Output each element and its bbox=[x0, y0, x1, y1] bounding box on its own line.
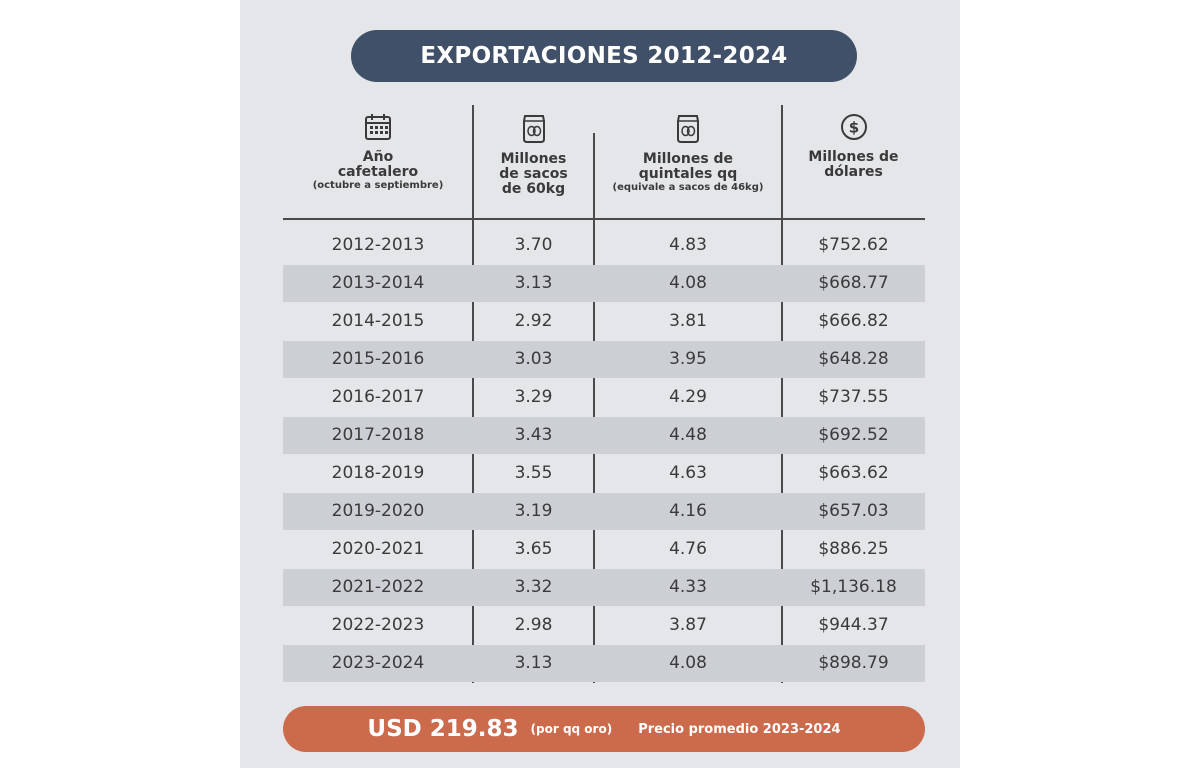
table-cell-sacks: 3.70 bbox=[514, 235, 553, 255]
table-row: 2016-2017 3.29 4.29 $737.55 bbox=[283, 379, 925, 416]
average-price-label: Precio promedio 2023-2024 bbox=[638, 721, 841, 737]
table-cell-year: 2015-2016 bbox=[331, 349, 425, 369]
table-cell-sacks: 3.65 bbox=[514, 539, 553, 559]
table-cell-sacks: 2.98 bbox=[514, 615, 553, 635]
table-row: 2017-2018 3.43 4.48 $692.52 bbox=[283, 417, 925, 454]
header-sacks: Millones de sacos de 60kg bbox=[473, 112, 594, 197]
table-row: 2013-2014 3.13 4.08 $668.77 bbox=[283, 265, 925, 302]
header-dollars-line2: dólares bbox=[824, 164, 883, 180]
column-divider-2 bbox=[593, 133, 595, 683]
svg-text:$: $ bbox=[848, 119, 858, 137]
header-year-note: (octubre a septiembre) bbox=[312, 180, 444, 191]
table-cell-quintales: 4.08 bbox=[669, 653, 707, 673]
table-cell-sacks: 3.32 bbox=[514, 577, 553, 597]
table-cell-sacks: 3.13 bbox=[514, 273, 553, 293]
table-cell-sacks: 3.19 bbox=[514, 501, 553, 521]
header-sacks-line3: de 60kg bbox=[501, 181, 566, 197]
table-row: 2020-2021 3.65 4.76 $886.25 bbox=[283, 531, 925, 568]
table-row: 2018-2019 3.55 4.63 $663.62 bbox=[283, 455, 925, 492]
table-cell-dollars: $737.55 bbox=[818, 387, 889, 407]
table-cell-quintales: 4.16 bbox=[669, 501, 707, 521]
column-divider-1 bbox=[472, 105, 474, 683]
table-cell-dollars: $666.82 bbox=[818, 311, 889, 331]
table-cell-sacks: 2.92 bbox=[514, 311, 553, 331]
header-year-line1: Año bbox=[362, 149, 394, 165]
table-cell-sacks: 3.03 bbox=[514, 349, 553, 369]
table-cell-dollars: $944.37 bbox=[818, 615, 889, 635]
table-row: 2023-2024 3.13 4.08 $898.79 bbox=[283, 645, 925, 682]
table-row: 2014-2015 2.92 3.81 $666.82 bbox=[283, 303, 925, 340]
table-cell-quintales: 4.48 bbox=[669, 425, 707, 445]
table-cell-dollars: $752.62 bbox=[818, 235, 889, 255]
table-cell-quintales: 4.08 bbox=[669, 273, 707, 293]
table-cell-dollars: $692.52 bbox=[818, 425, 889, 445]
table-cell-quintales: 4.29 bbox=[669, 387, 707, 407]
calendar-icon bbox=[365, 114, 391, 140]
dollar-icon: $ bbox=[840, 114, 867, 140]
table-cell-year: 2014-2015 bbox=[331, 311, 425, 331]
table-cell-year: 2012-2013 bbox=[331, 235, 425, 255]
table-cell-quintales: 3.87 bbox=[669, 615, 707, 635]
average-price-value: USD 219.83 bbox=[367, 716, 519, 742]
table-cell-dollars: $657.03 bbox=[818, 501, 889, 521]
table-cell-quintales: 3.81 bbox=[669, 311, 707, 331]
table-cell-year: 2022-2023 bbox=[331, 615, 425, 635]
table-row: 2021-2022 3.32 4.33 $1,136.18 bbox=[283, 569, 925, 606]
table-cell-year: 2020-2021 bbox=[331, 539, 425, 559]
average-price-unit: (por qq oro) bbox=[530, 722, 613, 736]
table-cell-year: 2021-2022 bbox=[331, 577, 425, 597]
header-divider bbox=[283, 218, 925, 220]
table-cell-dollars: $648.28 bbox=[818, 349, 889, 369]
table-cell-year: 2023-2024 bbox=[331, 653, 425, 673]
header-quintales-line1: Millones de bbox=[642, 151, 734, 167]
header-sacks-line1: Millones bbox=[500, 151, 567, 167]
table-cell-quintales: 3.95 bbox=[669, 349, 707, 369]
table-row: 2012-2013 3.70 4.83 $752.62 bbox=[283, 227, 925, 264]
header-dollars: $ Millones de dólares bbox=[782, 112, 925, 180]
header-quintales: Millones de quintales qq (equivale a sac… bbox=[594, 112, 782, 194]
infographic-panel bbox=[240, 0, 960, 768]
table-cell-quintales: 4.83 bbox=[669, 235, 707, 255]
table-cell-dollars: $1,136.18 bbox=[810, 577, 897, 597]
header-year-line2: cafetalero bbox=[337, 164, 419, 180]
table-cell-quintales: 4.76 bbox=[669, 539, 707, 559]
table-row: 2019-2020 3.19 4.16 $657.03 bbox=[283, 493, 925, 530]
coffee-sack-icon bbox=[677, 115, 699, 143]
header-sacks-line2: de sacos bbox=[499, 166, 568, 182]
table-cell-year: 2016-2017 bbox=[331, 387, 425, 407]
table-cell-year: 2013-2014 bbox=[331, 273, 425, 293]
table-cell-dollars: $898.79 bbox=[818, 653, 889, 673]
header-quintales-line2: quintales qq bbox=[638, 166, 738, 182]
table-cell-sacks: 3.29 bbox=[514, 387, 553, 407]
column-divider-3 bbox=[781, 105, 783, 683]
table-row: 2015-2016 3.03 3.95 $648.28 bbox=[283, 341, 925, 378]
table-cell-dollars: $668.77 bbox=[818, 273, 889, 293]
table-cell-year: 2018-2019 bbox=[331, 463, 425, 483]
table-cell-year: 2019-2020 bbox=[331, 501, 425, 521]
header-year: Año cafetalero (octubre a septiembre) bbox=[283, 112, 473, 192]
header-dollars-line1: Millones de bbox=[808, 149, 899, 165]
table-cell-quintales: 4.63 bbox=[669, 463, 707, 483]
table-cell-dollars: $886.25 bbox=[818, 539, 889, 559]
coffee-sack-icon bbox=[522, 115, 545, 143]
table-cell-dollars: $663.62 bbox=[818, 463, 889, 483]
table-cell-sacks: 3.13 bbox=[514, 653, 553, 673]
table-cell-sacks: 3.43 bbox=[514, 425, 553, 445]
header-quintales-note: (equivale a sacos de 46kg) bbox=[612, 182, 764, 193]
page-title: EXPORTACIONES 2012-2024 bbox=[351, 30, 857, 82]
table-cell-year: 2017-2018 bbox=[331, 425, 425, 445]
table-row: 2022-2023 2.98 3.87 $944.37 bbox=[283, 607, 925, 644]
average-price-banner: USD 219.83 (por qq oro) Precio promedio … bbox=[283, 706, 925, 752]
table-cell-sacks: 3.55 bbox=[514, 463, 553, 483]
table-cell-quintales: 4.33 bbox=[669, 577, 707, 597]
